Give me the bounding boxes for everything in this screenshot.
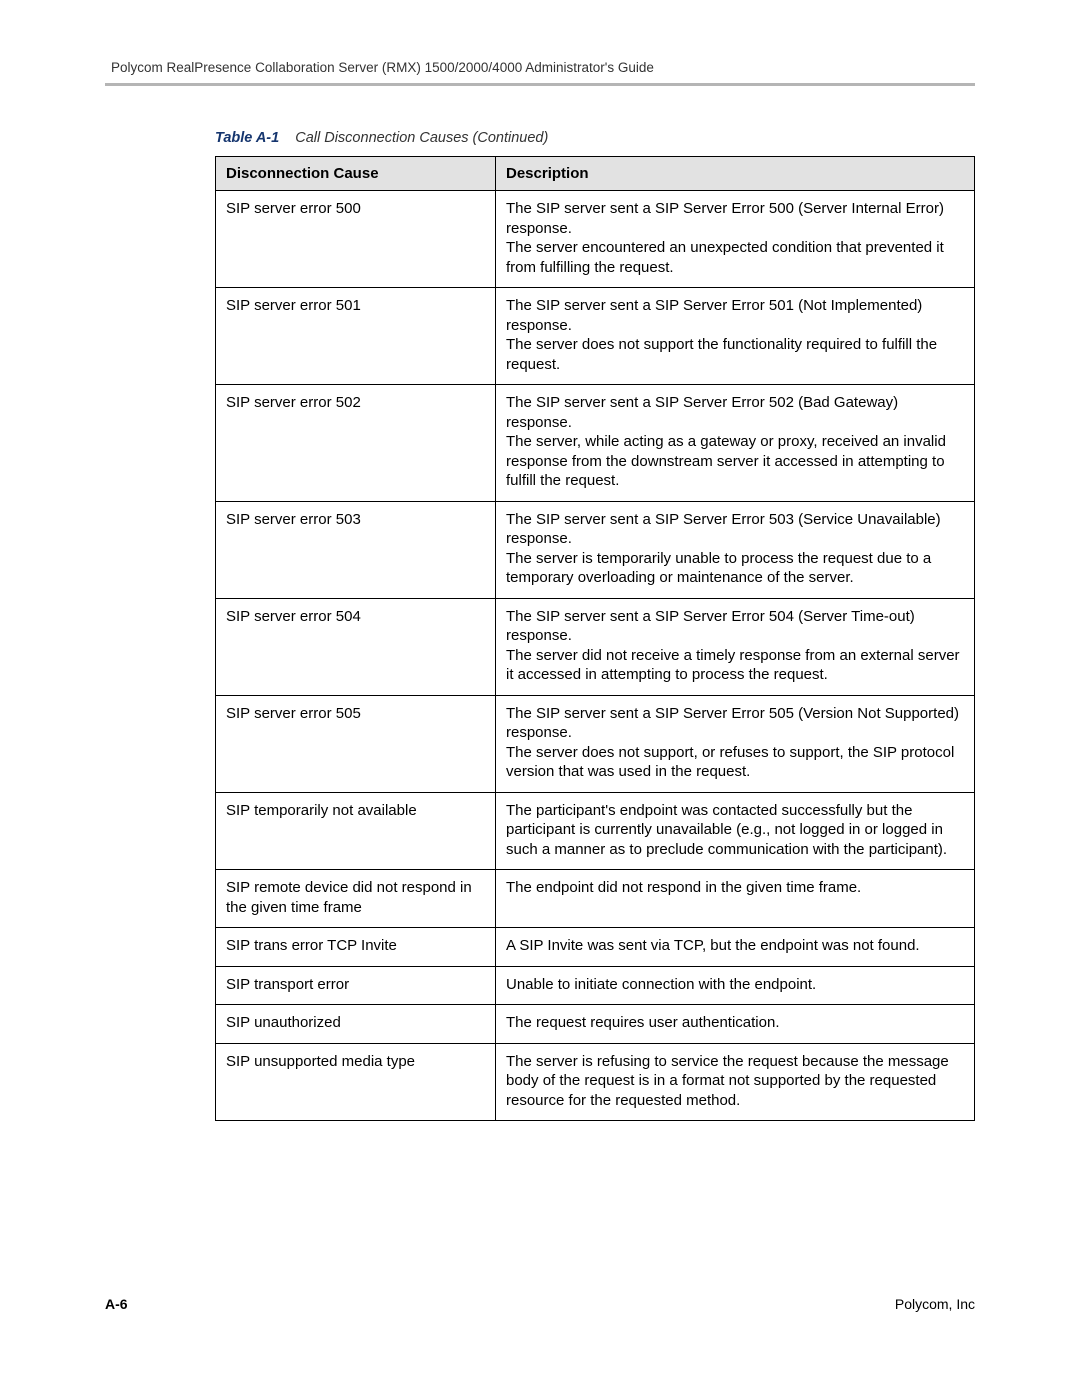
column-header-description: Description bbox=[496, 157, 975, 191]
cell-cause: SIP server error 505 bbox=[216, 695, 496, 792]
header-rule bbox=[105, 83, 975, 86]
table-row: SIP server error 504The SIP server sent … bbox=[216, 598, 975, 695]
cell-cause: SIP server error 501 bbox=[216, 288, 496, 385]
table-row: SIP temporarily not availableThe partici… bbox=[216, 792, 975, 870]
table-row: SIP server error 502The SIP server sent … bbox=[216, 385, 975, 502]
page-footer: A-6 Polycom, Inc bbox=[105, 1296, 975, 1312]
cell-description: The request requires user authentication… bbox=[496, 1005, 975, 1044]
cell-cause: SIP server error 502 bbox=[216, 385, 496, 502]
table-row: SIP transport errorUnable to initiate co… bbox=[216, 966, 975, 1005]
cell-cause: SIP server error 500 bbox=[216, 191, 496, 288]
table-row: SIP trans error TCP InviteA SIP Invite w… bbox=[216, 928, 975, 967]
disconnection-causes-table: Disconnection Cause Description SIP serv… bbox=[215, 156, 975, 1121]
table-row: SIP remote device did not respond in the… bbox=[216, 870, 975, 928]
table-row: SIP unsupported media typeThe server is … bbox=[216, 1043, 975, 1121]
cell-description: The endpoint did not respond in the give… bbox=[496, 870, 975, 928]
document-header: Polycom RealPresence Collaboration Serve… bbox=[111, 60, 975, 75]
table-row: SIP server error 503The SIP server sent … bbox=[216, 501, 975, 598]
footer-company: Polycom, Inc bbox=[895, 1296, 975, 1312]
cell-cause: SIP unauthorized bbox=[216, 1005, 496, 1044]
table-row: SIP server error 505The SIP server sent … bbox=[216, 695, 975, 792]
table-header-row: Disconnection Cause Description bbox=[216, 157, 975, 191]
table-caption-title: Call Disconnection Causes (Continued) bbox=[295, 130, 548, 146]
cell-description: The SIP server sent a SIP Server Error 5… bbox=[496, 385, 975, 502]
cell-cause: SIP remote device did not respond in the… bbox=[216, 870, 496, 928]
table-row: SIP server error 501The SIP server sent … bbox=[216, 288, 975, 385]
column-header-cause: Disconnection Cause bbox=[216, 157, 496, 191]
cell-cause: SIP transport error bbox=[216, 966, 496, 1005]
cell-description: The SIP server sent a SIP Server Error 5… bbox=[496, 501, 975, 598]
table-row: SIP unauthorizedThe request requires use… bbox=[216, 1005, 975, 1044]
cell-cause: SIP unsupported media type bbox=[216, 1043, 496, 1121]
table-caption: Table A-1 Call Disconnection Causes (Con… bbox=[215, 130, 975, 146]
cell-description: The server is refusing to service the re… bbox=[496, 1043, 975, 1121]
cell-description: Unable to initiate connection with the e… bbox=[496, 966, 975, 1005]
page-number: A-6 bbox=[105, 1296, 128, 1312]
table-row: SIP server error 500The SIP server sent … bbox=[216, 191, 975, 288]
cell-description: The SIP server sent a SIP Server Error 5… bbox=[496, 695, 975, 792]
cell-cause: SIP server error 504 bbox=[216, 598, 496, 695]
table-caption-label: Table A-1 bbox=[215, 130, 279, 146]
cell-description: A SIP Invite was sent via TCP, but the e… bbox=[496, 928, 975, 967]
cell-description: The SIP server sent a SIP Server Error 5… bbox=[496, 191, 975, 288]
cell-cause: SIP temporarily not available bbox=[216, 792, 496, 870]
cell-description: The participant's endpoint was contacted… bbox=[496, 792, 975, 870]
cell-description: The SIP server sent a SIP Server Error 5… bbox=[496, 598, 975, 695]
cell-description: The SIP server sent a SIP Server Error 5… bbox=[496, 288, 975, 385]
cell-cause: SIP trans error TCP Invite bbox=[216, 928, 496, 967]
cell-cause: SIP server error 503 bbox=[216, 501, 496, 598]
